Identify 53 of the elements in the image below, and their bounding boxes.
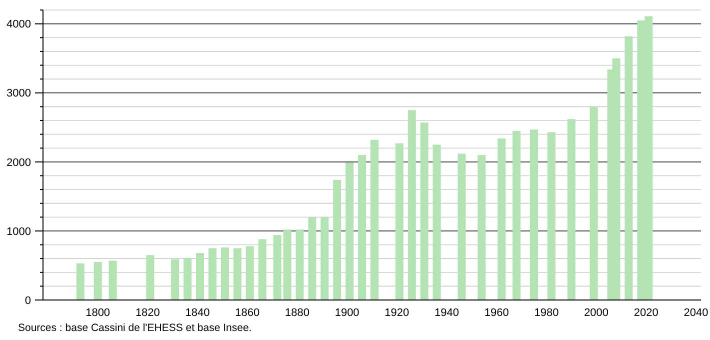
bar [320,217,329,300]
bar [108,260,117,300]
x-tick-label: 1920 [384,307,410,319]
x-tick-label: 1880 [284,307,310,319]
x-tick-label: 1820 [135,307,160,319]
bar [567,119,576,300]
x-tick-label: 2020 [634,307,658,319]
x-tick-label: 1900 [334,307,360,319]
x-tick-label: 1980 [534,307,559,319]
bar [246,246,254,300]
bar [395,143,404,300]
bar [590,106,598,300]
bar [358,155,366,300]
bar [76,263,84,300]
bar [171,259,180,300]
bar [624,36,633,300]
bar [296,230,304,300]
bar [530,129,538,300]
x-tick-label: 1800 [86,307,110,319]
bar [283,230,292,300]
x-tick-label: 2040 [684,307,708,319]
x-tick-label: 1860 [235,307,260,319]
bar [498,138,506,300]
bar [346,162,354,300]
bar [333,180,342,300]
bar [432,144,441,300]
bar [478,155,486,300]
bar [233,248,242,300]
y-tick-label: 3000 [6,88,31,100]
y-tick-label: 1000 [6,226,31,238]
bar [220,248,229,300]
y-tick-label: 2000 [6,156,31,169]
bar [547,132,556,300]
x-tick-label: 1940 [434,307,460,319]
x-tick-label: 1960 [484,307,509,319]
bar [146,255,154,300]
bar [458,154,466,300]
bar [512,130,521,300]
bar [273,235,282,300]
bar [208,248,216,300]
bar [184,258,192,300]
source-note: Sources : base Cassini de l'EHESS et base Insee. [18,322,252,334]
x-tick-label: 1840 [185,307,210,319]
bar [420,122,428,300]
x-tick-label: 2000 [584,307,609,319]
bar [370,140,378,300]
bar [258,239,266,300]
bar [196,253,204,300]
bar [308,217,316,300]
bar [94,262,102,300]
bar [408,110,416,300]
y-tick-label: 0 [24,294,31,307]
y-tick-label: 4000 [6,18,31,31]
